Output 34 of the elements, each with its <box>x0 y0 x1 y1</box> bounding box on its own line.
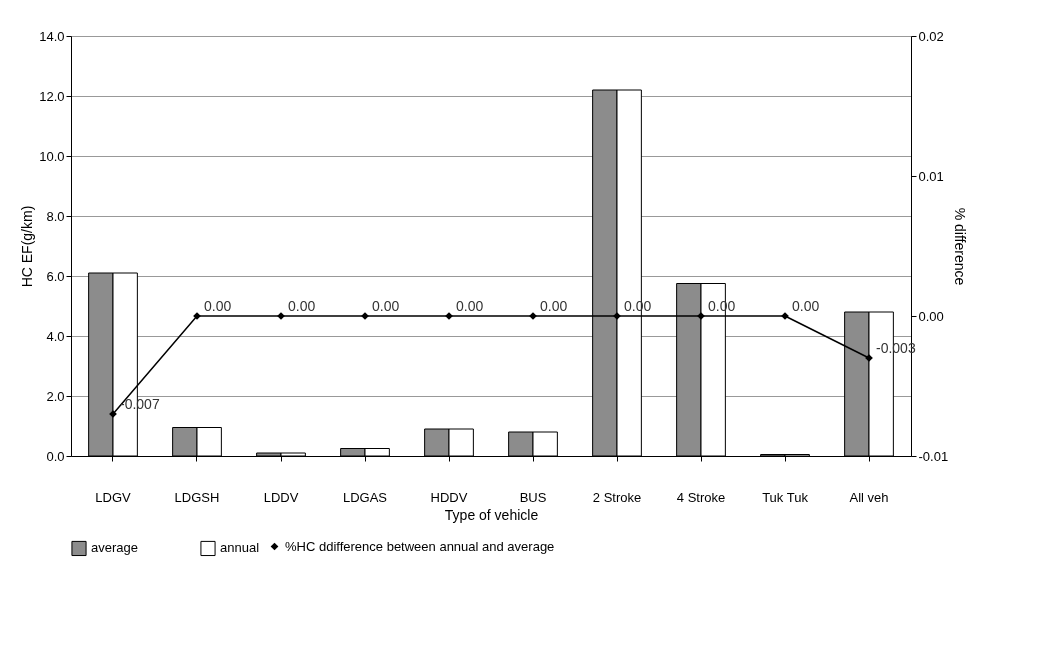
y-tick-label: 12.0 <box>39 88 65 104</box>
data-label: 0.00 <box>372 298 400 314</box>
x-tick-label: 2 Stroke <box>592 489 642 505</box>
y-tick-label: 8.0 <box>46 208 65 224</box>
legend-label: annual <box>220 540 260 556</box>
data-label: 0.00 <box>792 298 820 314</box>
y-tick-label: 0.0 <box>46 448 65 464</box>
x-tick-label: LDGV <box>95 489 132 505</box>
data-label: 0.00 <box>456 298 484 314</box>
data-label: 0.00 <box>288 298 316 314</box>
y2-tick-label: -0.01 <box>918 448 949 464</box>
y-tick-label: 4.0 <box>46 328 65 344</box>
x-tick-label: All veh <box>849 489 889 505</box>
data-label: 0.00 <box>540 298 568 314</box>
y-tick-label: 2.0 <box>46 388 65 404</box>
x-axis-title: Type of vehicle <box>444 506 539 523</box>
legend-label: average <box>91 540 138 556</box>
x-tick-label: 4 Stroke <box>676 489 726 505</box>
y2-axis-title: % difference <box>952 207 969 286</box>
x-tick-label: LDDV <box>263 489 299 505</box>
y-tick-label: 10.0 <box>39 148 65 164</box>
x-tick-label: Tuk Tuk <box>762 489 809 505</box>
y-tick-label: 14.0 <box>39 28 65 44</box>
y-axis-title: HC EF(g/km) <box>19 205 36 288</box>
x-tick-label: HDDV <box>430 489 468 505</box>
y-tick-label: 6.0 <box>46 268 65 284</box>
x-tick-label: LDGSH <box>174 489 220 505</box>
y2-tick-label: 0.00 <box>918 308 944 324</box>
data-label: 0.00 <box>204 298 232 314</box>
legend-label: %HC ddifference between annual and average <box>285 538 555 554</box>
y2-tick-label: 0.01 <box>918 168 944 184</box>
x-tick-label: LDGAS <box>342 489 388 505</box>
x-tick-label: BUS <box>519 489 547 505</box>
y2-tick-label: 0.02 <box>918 28 944 44</box>
